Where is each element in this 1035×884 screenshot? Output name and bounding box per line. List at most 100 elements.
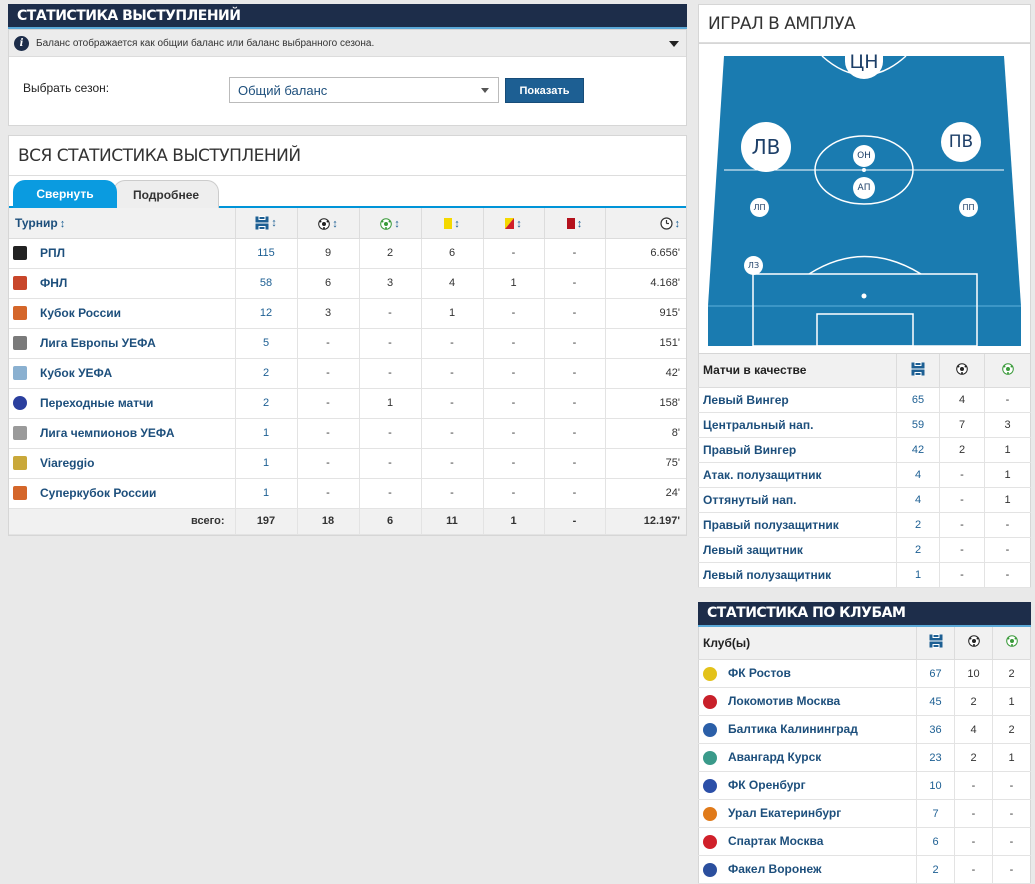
club-link[interactable]: Авангард Курск xyxy=(728,750,822,765)
total-matches: 197 xyxy=(235,508,298,535)
competition-logo-icon xyxy=(13,396,27,410)
cell-assists: - xyxy=(984,512,1031,538)
club-link[interactable]: Факел Воронеж xyxy=(728,862,822,877)
club-row: Урал Екатеринбург 7- - xyxy=(698,799,1031,828)
tournament-link[interactable]: РПЛ xyxy=(40,246,66,260)
info-bar[interactable]: i Баланс отображается как общии баланс и… xyxy=(9,30,686,57)
cell-matches[interactable]: 45 xyxy=(916,687,955,716)
col-assists[interactable]: ↕ xyxy=(359,208,422,239)
col-red[interactable]: ↕ xyxy=(544,208,606,239)
col-assists xyxy=(992,626,1031,660)
tournament-link[interactable]: Лига Европы УЕФА xyxy=(40,336,156,350)
club-link[interactable]: Балтика Калининград xyxy=(728,722,858,737)
cell-matches[interactable]: 2 xyxy=(235,388,298,419)
cell-red: - xyxy=(544,448,606,479)
tournament-cell: Суперкубок России xyxy=(9,478,236,509)
tournament-link[interactable]: Кубок УЕФА xyxy=(40,366,113,380)
table-row: ФНЛ 58 6 3 4 1-4.168' xyxy=(9,268,686,299)
cell-matches[interactable]: 59 xyxy=(896,412,940,438)
cell-matches[interactable]: 65 xyxy=(896,387,940,413)
cell-matches[interactable]: 5 xyxy=(235,328,298,359)
col-yellow[interactable]: ↕ xyxy=(421,208,484,239)
cell-goals: 3 xyxy=(297,298,360,329)
tournament-cell: Переходные матчи xyxy=(9,388,236,419)
col-second-yellow[interactable]: ↕ xyxy=(483,208,545,239)
cell-goals: 10 xyxy=(954,659,993,688)
club-link[interactable]: ФК Ростов xyxy=(728,666,791,681)
cell-matches[interactable]: 6 xyxy=(916,827,955,856)
club-link[interactable]: Урал Екатеринбург xyxy=(728,806,842,821)
club-link[interactable]: Спартак Москва xyxy=(728,834,824,849)
position-row: Левый защитник 2- - xyxy=(698,537,1031,563)
cell-goals: 6 xyxy=(297,268,360,299)
position-name: Оттянутый нап. xyxy=(698,487,897,513)
tab-collapse[interactable]: Свернуть xyxy=(13,180,117,208)
col-minutes[interactable]: ↕ xyxy=(605,208,686,239)
cell-goals: 2 xyxy=(954,743,993,772)
position-lm: ЛП xyxy=(750,198,769,217)
cell-second_yellow: - xyxy=(483,238,545,269)
cell-goals: - xyxy=(954,827,993,856)
cell-red: - xyxy=(544,268,606,299)
tournament-cell: Viareggio xyxy=(9,448,236,479)
cell-matches[interactable]: 4 xyxy=(896,462,940,488)
cell-matches[interactable]: 67 xyxy=(916,659,955,688)
club-logo-icon xyxy=(703,862,717,877)
col-goals xyxy=(954,626,993,660)
club-row: Факел Воронеж 2- - xyxy=(698,855,1031,884)
competition-logo-icon xyxy=(13,366,27,380)
cell-matches[interactable]: 58 xyxy=(235,268,298,299)
clubs-header: Статистика по клубам xyxy=(698,601,1031,627)
cell-matches[interactable]: 7 xyxy=(916,799,955,828)
club-link[interactable]: ФК Оренбург xyxy=(728,778,806,793)
tournament-link[interactable]: ФНЛ xyxy=(40,276,68,290)
tournament-link[interactable]: Суперкубок России xyxy=(40,486,157,500)
col-matches[interactable]: ↕ xyxy=(235,208,298,239)
cell-minutes: 915' xyxy=(605,298,686,329)
cell-matches[interactable]: 2 xyxy=(916,855,955,884)
cell-goals: - xyxy=(954,799,993,828)
cell-matches[interactable]: 42 xyxy=(896,437,940,463)
cell-matches[interactable]: 1 xyxy=(896,562,940,588)
cell-goals: - xyxy=(954,855,993,884)
cell-second_yellow: - xyxy=(483,388,545,419)
col-tournament[interactable]: Турнир ↕ xyxy=(9,208,236,239)
cell-assists: 1 xyxy=(992,743,1031,772)
cell-red: - xyxy=(544,328,606,359)
cell-matches[interactable]: 1 xyxy=(235,478,298,509)
tournament-link[interactable]: Кубок России xyxy=(40,306,122,320)
cell-goals: 2 xyxy=(939,437,985,463)
cell-matches[interactable]: 10 xyxy=(916,771,955,800)
chevron-down-icon[interactable] xyxy=(669,41,679,47)
cell-matches[interactable]: 1 xyxy=(235,418,298,449)
cell-matches[interactable]: 2 xyxy=(896,537,940,563)
cell-matches[interactable]: 4 xyxy=(896,487,940,513)
competition-logo-icon xyxy=(13,246,27,260)
col-goals[interactable]: ↕ xyxy=(297,208,360,239)
club-link[interactable]: Локомотив Москва xyxy=(728,694,841,709)
show-button[interactable]: Показать xyxy=(505,78,584,103)
total-goals: 18 xyxy=(297,508,360,535)
table-row: Кубок России 12 3-1- -915' xyxy=(9,298,686,329)
cell-matches[interactable]: 2 xyxy=(896,512,940,538)
table-row: Переходные матчи 2-1- - -158' xyxy=(9,388,686,419)
cell-matches[interactable]: 1 xyxy=(235,448,298,479)
cell-yellow: 4 xyxy=(421,268,484,299)
ball-icon xyxy=(967,635,980,648)
cell-matches[interactable]: 2 xyxy=(235,358,298,389)
tabs: Подробнее Свернуть xyxy=(9,176,686,208)
tournament-link[interactable]: Лига чемпионов УЕФА xyxy=(40,426,175,440)
tournament-link[interactable]: Viareggio xyxy=(40,456,95,470)
season-select[interactable]: Общий баланс xyxy=(229,77,499,103)
tab-detail[interactable]: Подробнее xyxy=(113,180,219,208)
cell-goals: - xyxy=(297,448,360,479)
tournament-link[interactable]: Переходные матчи xyxy=(40,396,154,410)
cell-matches[interactable]: 12 xyxy=(235,298,298,329)
cell-matches[interactable]: 36 xyxy=(916,715,955,744)
cell-yellow: - xyxy=(421,418,484,449)
cell-matches[interactable]: 115 xyxy=(235,238,298,269)
sort-icon: ↕ xyxy=(454,217,460,230)
total-label: всего: xyxy=(9,508,236,535)
club-logo-icon xyxy=(703,834,717,849)
cell-matches[interactable]: 23 xyxy=(916,743,955,772)
